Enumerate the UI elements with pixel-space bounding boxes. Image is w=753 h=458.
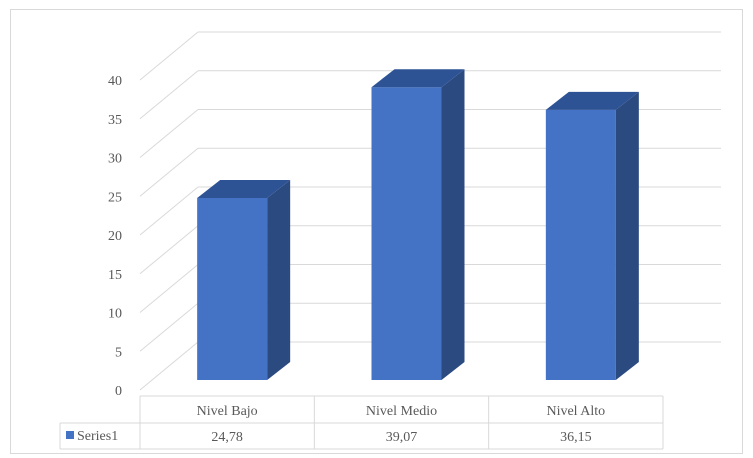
y-tick-label: 30 bbox=[108, 152, 122, 167]
y-tick-label: 5 bbox=[115, 345, 122, 360]
bar-front-1 bbox=[371, 87, 442, 381]
data-label: 36,15 bbox=[560, 430, 592, 445]
bar-side-0 bbox=[267, 179, 291, 380]
y-tick-label: 25 bbox=[108, 190, 122, 205]
category-label: Nivel Bajo bbox=[197, 404, 258, 419]
category-label: Nivel Alto bbox=[546, 404, 605, 419]
category-label: Nivel Medio bbox=[366, 404, 437, 419]
y-tick-label: 40 bbox=[108, 74, 122, 89]
y-tick-label: 10 bbox=[108, 307, 122, 322]
gridline-depth-10 bbox=[139, 264, 199, 313]
bar-side-1 bbox=[441, 69, 465, 381]
bar-side-2 bbox=[615, 91, 639, 381]
bar-front-0 bbox=[197, 197, 268, 380]
gridline-depth-35 bbox=[139, 70, 199, 120]
bar-top-0 bbox=[197, 179, 291, 198]
gridline-depth-5 bbox=[139, 302, 199, 352]
gridline-depth-25 bbox=[139, 147, 199, 197]
gridline-depth-20 bbox=[139, 186, 199, 236]
data-label: 39,07 bbox=[386, 430, 418, 445]
legend-swatch bbox=[66, 431, 74, 439]
y-tick-label: 15 bbox=[108, 268, 122, 283]
bar-front-2 bbox=[545, 109, 616, 381]
y-tick-label: 0 bbox=[115, 384, 122, 399]
data-label: 24,78 bbox=[211, 430, 243, 445]
gridline-depth-15 bbox=[139, 225, 199, 275]
bar-top-2 bbox=[545, 91, 639, 110]
y-tick-label: 35 bbox=[108, 113, 122, 128]
y-tick-label: 20 bbox=[108, 229, 122, 244]
gridline-depth-30 bbox=[139, 109, 199, 158]
gridline-depth-0 bbox=[139, 341, 199, 391]
gridline-depth-40 bbox=[139, 31, 199, 81]
bar-top-1 bbox=[371, 69, 465, 88]
legend-series-name: Series1 bbox=[77, 429, 118, 444]
